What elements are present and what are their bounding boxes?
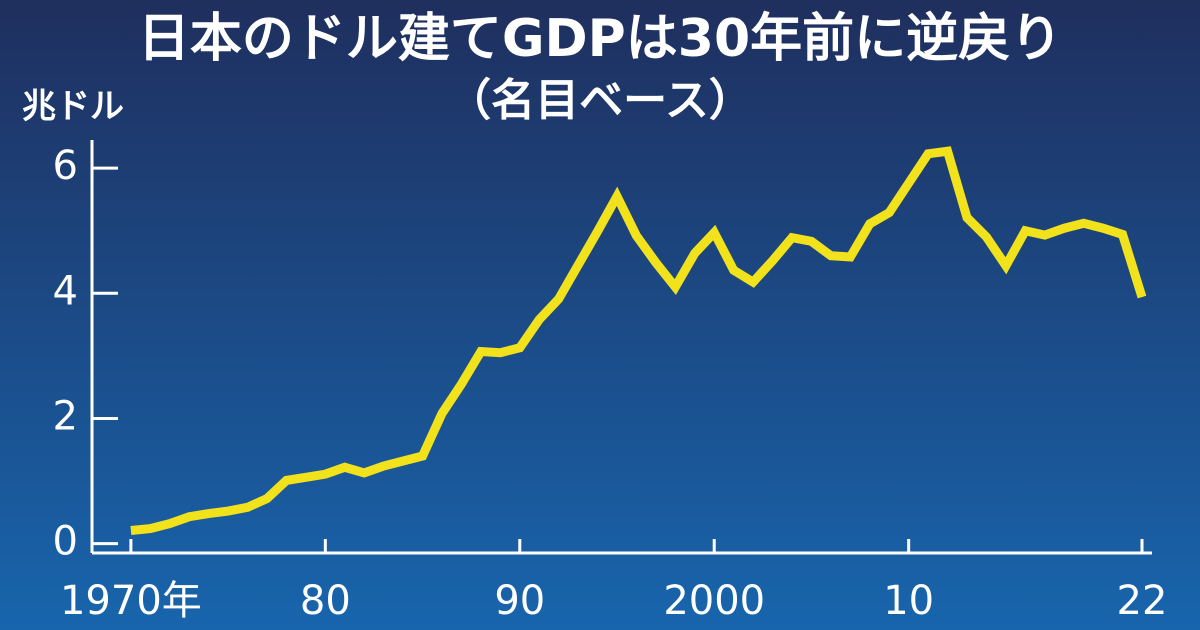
data-line [130,146,1147,535]
chart-subtitle: （名目ベース） [447,75,753,126]
y-tick-label: 6 [53,143,78,189]
y-tick-label: 2 [53,393,78,439]
x-tick-label: 10 [883,578,934,624]
x-tick-label: 80 [300,578,351,624]
y-tick-label: 4 [53,268,78,314]
x-tick-label: 2000 [663,578,765,624]
chart-title: 日本のドル建てGDPは30年前に逆戻り [138,9,1062,69]
y-tick-label: 0 [53,519,78,565]
x-tick-label: 22 [1117,578,1168,624]
x-tick-label: 90 [494,578,545,624]
x-tick-label: 1970年 [60,578,202,624]
y-axis-label: 兆ドル [22,87,124,127]
